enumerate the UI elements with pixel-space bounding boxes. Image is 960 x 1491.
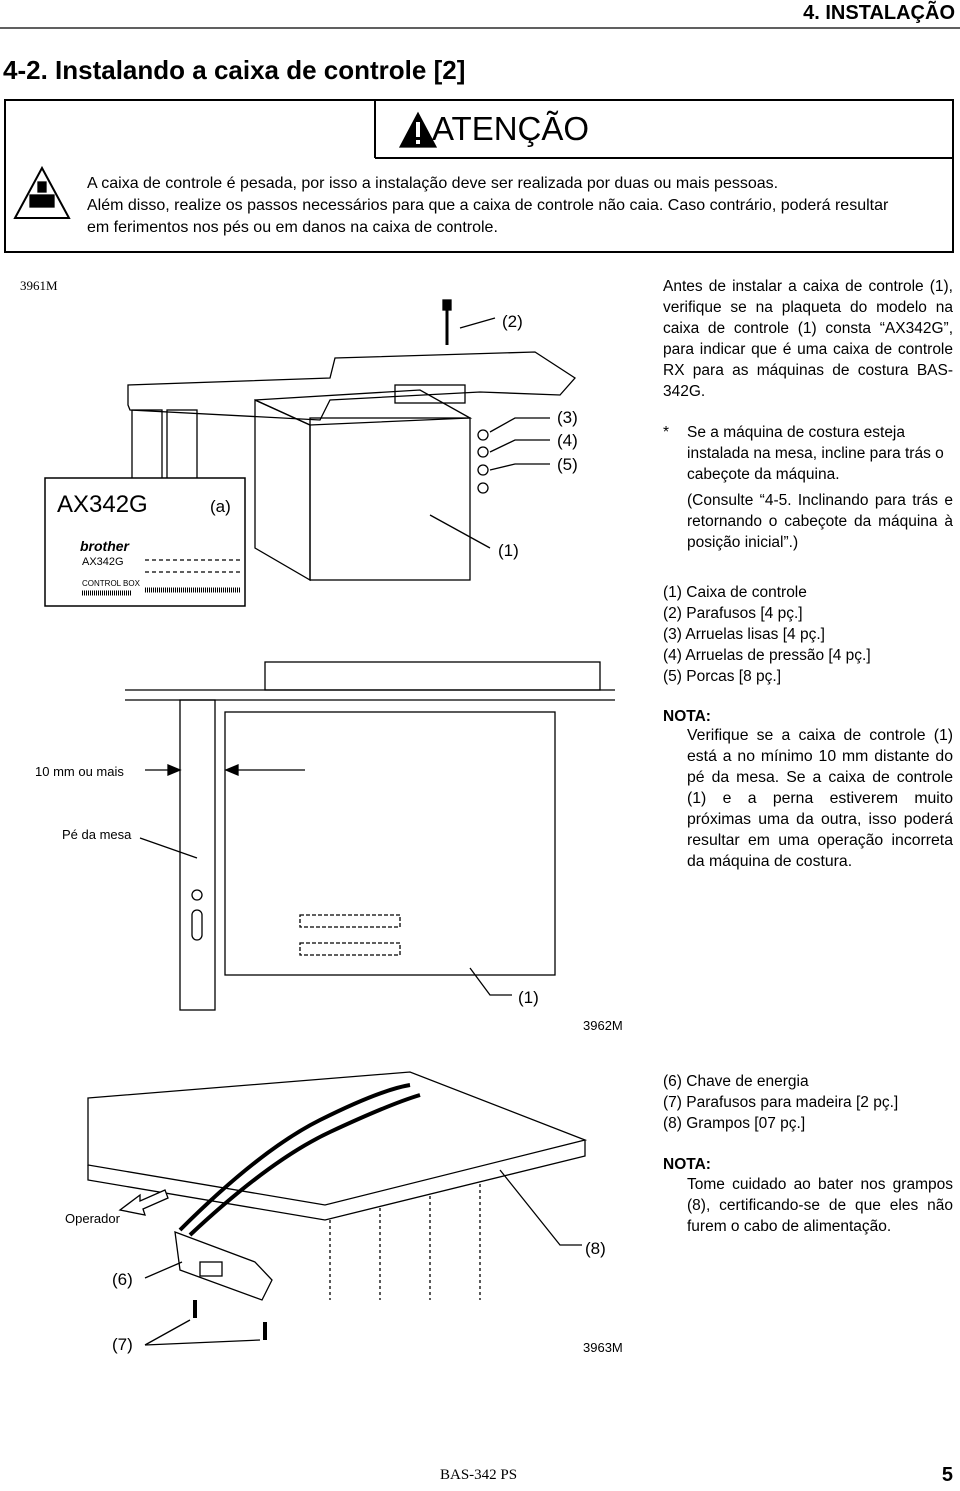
- note-mark: *: [663, 424, 670, 441]
- note-heading: NOTA:: [663, 1156, 711, 1173]
- control-box: [224, 711, 556, 976]
- callout: (4): [557, 431, 578, 450]
- footer-model: BAS-342 PS: [440, 1467, 518, 1483]
- bracket: [394, 384, 466, 404]
- instruction-note: Se a máquina de costura esteja instalada…: [687, 424, 944, 483]
- cable: [188, 1093, 421, 1237]
- leg-slot: [191, 909, 203, 941]
- table-leg: [179, 699, 216, 1011]
- warning-line: Além disso, realize os passos necessário…: [87, 197, 889, 214]
- hazard-icon: [29, 194, 55, 208]
- figure-code: 3962M: [583, 1018, 623, 1033]
- hazard-icon: [37, 181, 47, 193]
- hazard-icon: [13, 165, 71, 219]
- leader: [144, 1261, 183, 1279]
- figure-code: 3961M: [20, 278, 58, 293]
- part-item: (5) Porcas [8 pç.]: [663, 668, 782, 685]
- leader: [429, 514, 491, 549]
- leader: [469, 967, 512, 996]
- label-plate-text: CONTROL BOX: [82, 579, 141, 588]
- table-edge: [87, 1140, 586, 1221]
- box-front: [309, 417, 471, 581]
- warning-box: [4, 99, 954, 253]
- switch-button: [199, 1261, 223, 1277]
- leader: [489, 439, 550, 453]
- vent: [299, 914, 401, 928]
- washer: [477, 429, 489, 441]
- callout: (a): [210, 497, 231, 516]
- page-title: 4-2. Instalando a caixa de controle [2]: [3, 55, 466, 85]
- figure-code: 3963M: [583, 1340, 623, 1355]
- power-switch: [174, 1231, 273, 1301]
- leader: [139, 837, 198, 859]
- leader: [144, 1339, 261, 1346]
- vent: [299, 942, 401, 956]
- box-side: [254, 398, 311, 582]
- parts-list: (6) Chave de energia (7) Parafusos para …: [663, 1071, 898, 1134]
- leader: [144, 1319, 191, 1346]
- leg-hole: [191, 889, 203, 901]
- leader: [489, 417, 550, 433]
- warning-heading: ATENÇÃO: [432, 110, 590, 147]
- washer: [477, 446, 489, 458]
- bolt: [442, 299, 452, 311]
- label-inset: [44, 477, 246, 607]
- callout: (1): [498, 541, 519, 560]
- section-header: 4. INSTALAÇÃO: [803, 2, 955, 24]
- page-number: 5: [941, 1464, 953, 1486]
- table-top: [127, 351, 576, 421]
- figure-label: Pé da mesa: [62, 827, 132, 842]
- callout: (6): [112, 1270, 133, 1289]
- nut: [477, 482, 489, 494]
- note-text: Tome cuidado ao bater nos grampos (8), c…: [687, 1176, 953, 1235]
- part-item: (7) Parafusos para madeira [2 pç.]: [663, 1094, 899, 1111]
- part-item: (3) Arruelas lisas [4 pç.]: [663, 626, 825, 643]
- warning-line: em ferimentos nos pés ou em danos na cai…: [87, 219, 498, 236]
- note-text: Verifique se a caixa de controle (1) est…: [687, 727, 953, 870]
- leader: [499, 1169, 582, 1246]
- note-heading: NOTA:: [663, 708, 711, 725]
- arrow: [224, 764, 239, 776]
- instruction-reference: (Consulte “4-5. Inclinando para trás e r…: [687, 492, 953, 551]
- leader: [459, 317, 496, 329]
- instruction-paragraph: Antes de instalar a caixa de controle (1…: [663, 278, 953, 400]
- washer: [477, 464, 489, 476]
- label-brand: brother: [80, 538, 131, 554]
- label-model: AX342G: [57, 491, 148, 518]
- table-leg: [131, 409, 163, 486]
- leader: [489, 463, 550, 471]
- rail: [264, 661, 601, 691]
- figure-label: Operador: [65, 1211, 121, 1226]
- warning-line: A caixa de controle é pesada, por isso a…: [87, 175, 779, 192]
- part-item: (8) Grampos [07 pç.]: [663, 1115, 806, 1132]
- table-leg: [166, 409, 198, 486]
- callout: (5): [557, 455, 578, 474]
- part-item: (6) Chave de energia: [663, 1073, 809, 1090]
- warning-text: A caixa de controle é pesada, por isso a…: [87, 173, 888, 239]
- cable: [178, 1083, 411, 1232]
- warning-icon: [416, 122, 420, 137]
- part-item: (4) Arruelas de pressão [4 pç.]: [663, 647, 871, 664]
- table-surface: [87, 1071, 588, 1206]
- operator-arrow: [118, 1189, 169, 1216]
- callout: (1): [518, 988, 539, 1007]
- callout: (7): [112, 1335, 133, 1354]
- part-item: (1) Caixa de controle: [663, 584, 807, 601]
- arrow: [167, 764, 182, 776]
- parts-list: (1) Caixa de controle (2) Parafusos [4 p…: [663, 582, 871, 687]
- callout: (2): [502, 312, 523, 331]
- warning-icon: [416, 140, 420, 144]
- box-top: [254, 389, 473, 426]
- part-item: (2) Parafusos [4 pç.]: [663, 605, 803, 622]
- callout: (3): [557, 408, 578, 427]
- callout: (8): [585, 1239, 606, 1258]
- frame-lines: [329, 1184, 481, 1300]
- figure-label: 10 mm ou mais: [35, 764, 124, 779]
- label-plate-model: AX342G: [82, 556, 124, 568]
